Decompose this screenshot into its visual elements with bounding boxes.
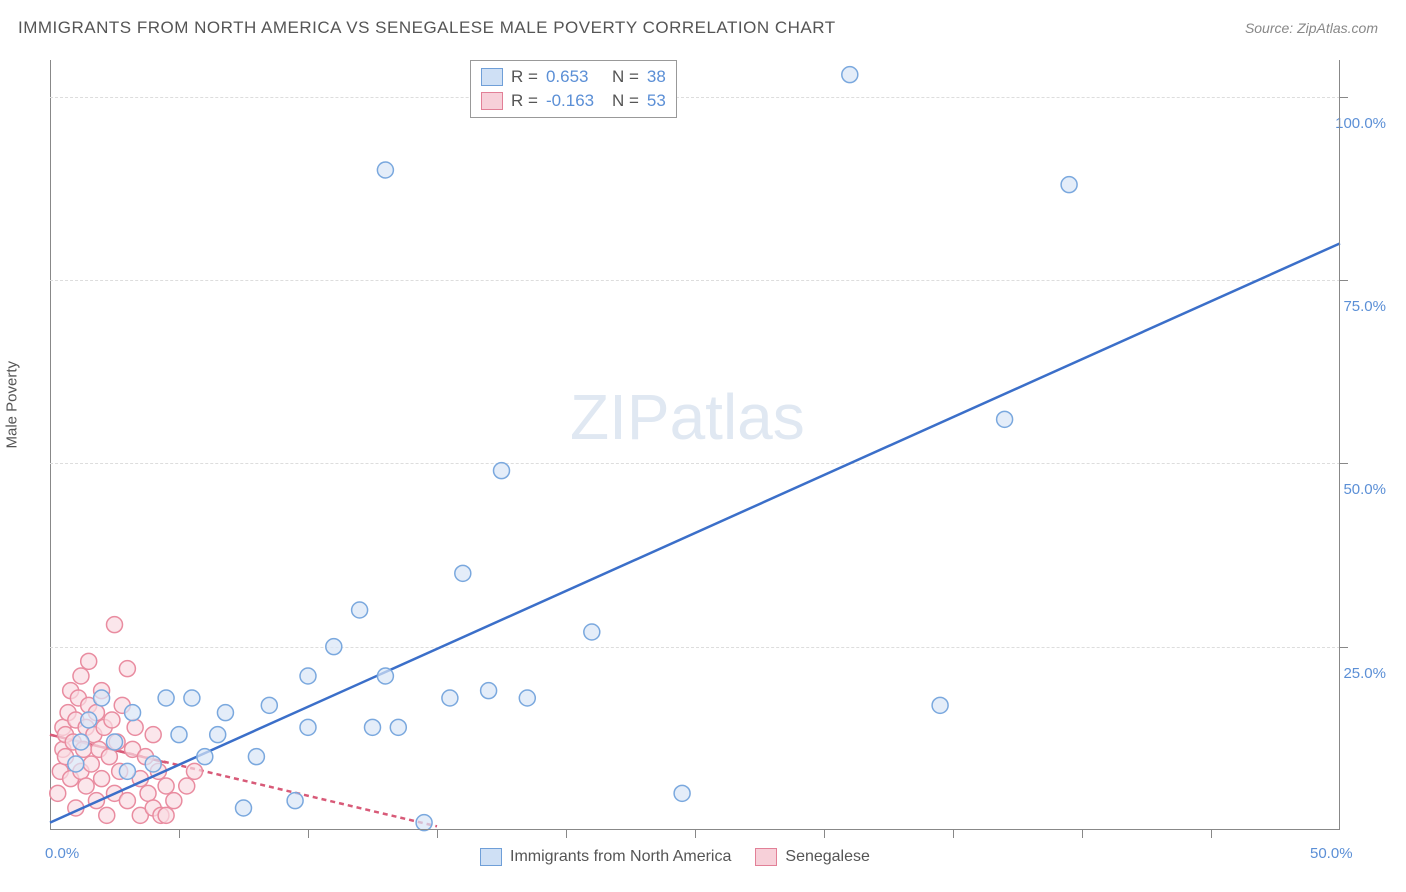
x-tick-label: 50.0%: [1310, 845, 1353, 862]
x-tick-label: 0.0%: [45, 845, 79, 862]
legend-swatch-blue-bottom: [480, 848, 502, 866]
n-value-pink: 53: [647, 91, 666, 111]
source-attribution: Source: ZipAtlas.com: [1245, 20, 1378, 36]
x-tick-mark: [1082, 830, 1083, 838]
chart-plot-frame: [50, 60, 1340, 830]
legend-swatch-pink-bottom: [755, 848, 777, 866]
chart-title: IMMIGRANTS FROM NORTH AMERICA VS SENEGAL…: [18, 18, 836, 38]
legend-label-blue: Immigrants from North America: [510, 848, 731, 866]
x-tick-mark: [566, 830, 567, 838]
y-tick-mark: [1340, 97, 1348, 98]
y-tick-label: 25.0%: [1343, 665, 1386, 682]
y-tick-label: 75.0%: [1343, 298, 1386, 315]
y-tick-label: 50.0%: [1343, 481, 1386, 498]
n-value-blue: 38: [647, 67, 666, 87]
x-tick-mark: [1211, 830, 1212, 838]
source-label: Source:: [1245, 20, 1297, 36]
source-name: ZipAtlas.com: [1297, 20, 1378, 36]
y-tick-mark: [1340, 647, 1348, 648]
legend-stats-row-pink: R = -0.163 N = 53: [481, 89, 666, 113]
chart-container: IMMIGRANTS FROM NORTH AMERICA VS SENEGAL…: [0, 0, 1406, 892]
r-value-blue: 0.653: [546, 67, 604, 87]
legend-item-blue: Immigrants from North America: [480, 848, 731, 866]
x-tick-mark: [179, 830, 180, 838]
y-tick-mark: [1340, 463, 1348, 464]
legend-stats-box: R = 0.653 N = 38 R = -0.163 N = 53: [470, 60, 677, 118]
legend-label-pink: Senegalese: [785, 848, 870, 866]
legend-swatch-blue: [481, 68, 503, 86]
r-value-pink: -0.163: [546, 91, 604, 111]
n-label: N =: [612, 67, 639, 87]
r-label: R =: [511, 91, 538, 111]
legend-item-pink: Senegalese: [755, 848, 870, 866]
y-axis-label: Male Poverty: [4, 361, 21, 449]
x-tick-mark: [437, 830, 438, 838]
legend-stats-row-blue: R = 0.653 N = 38: [481, 65, 666, 89]
x-tick-mark: [953, 830, 954, 838]
r-label: R =: [511, 67, 538, 87]
n-label: N =: [612, 91, 639, 111]
y-tick-label: 100.0%: [1335, 115, 1386, 132]
legend-series-box: Immigrants from North America Senegalese: [480, 848, 870, 866]
legend-swatch-pink: [481, 92, 503, 110]
x-tick-mark: [695, 830, 696, 838]
x-tick-mark: [308, 830, 309, 838]
y-tick-mark: [1340, 280, 1348, 281]
x-tick-mark: [824, 830, 825, 838]
